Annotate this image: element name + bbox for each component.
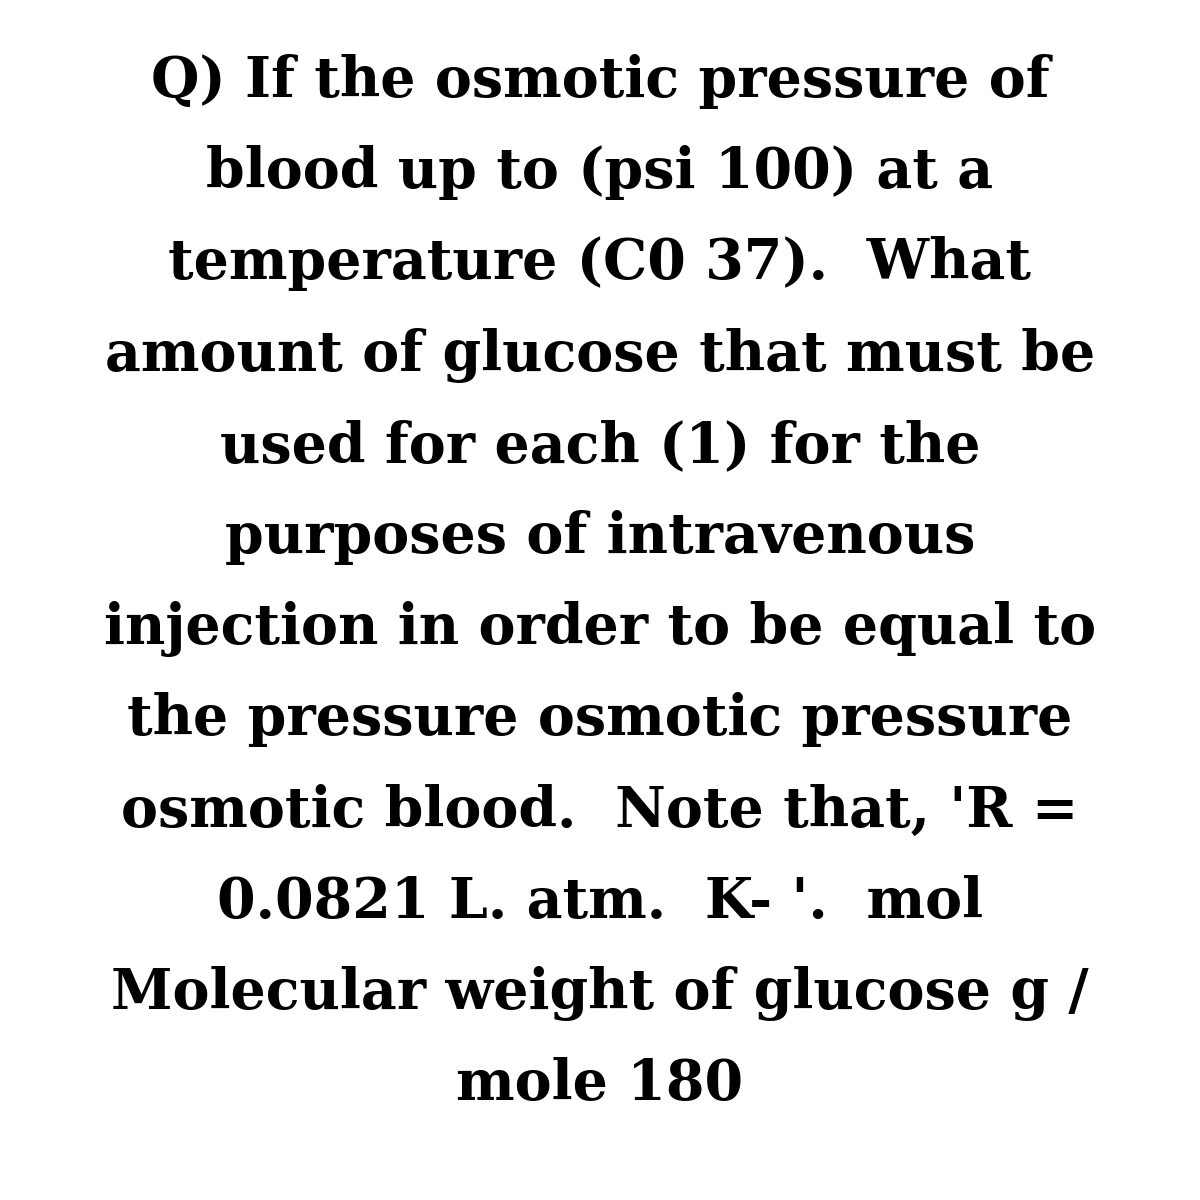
Text: blood up to (psi 100) at a: blood up to (psi 100) at a	[206, 145, 994, 200]
Text: mole 180: mole 180	[456, 1057, 744, 1112]
Text: temperature (C0 37).  What: temperature (C0 37). What	[168, 236, 1032, 292]
Text: Q) If the osmotic pressure of: Q) If the osmotic pressure of	[151, 54, 1049, 109]
Text: 0.0821 L. atm.  K- '.  mol: 0.0821 L. atm. K- '. mol	[217, 875, 983, 930]
Text: used for each (1) for the: used for each (1) for the	[220, 419, 980, 474]
Text: the pressure osmotic pressure: the pressure osmotic pressure	[127, 692, 1073, 748]
Text: purposes of intravenous: purposes of intravenous	[224, 510, 976, 565]
Text: osmotic blood.  Note that, 'R =: osmotic blood. Note that, 'R =	[121, 784, 1079, 839]
Text: injection in order to be equal to: injection in order to be equal to	[104, 601, 1096, 658]
Text: amount of glucose that must be: amount of glucose that must be	[104, 328, 1096, 383]
Text: Molecular weight of glucose g /: Molecular weight of glucose g /	[112, 966, 1088, 1021]
